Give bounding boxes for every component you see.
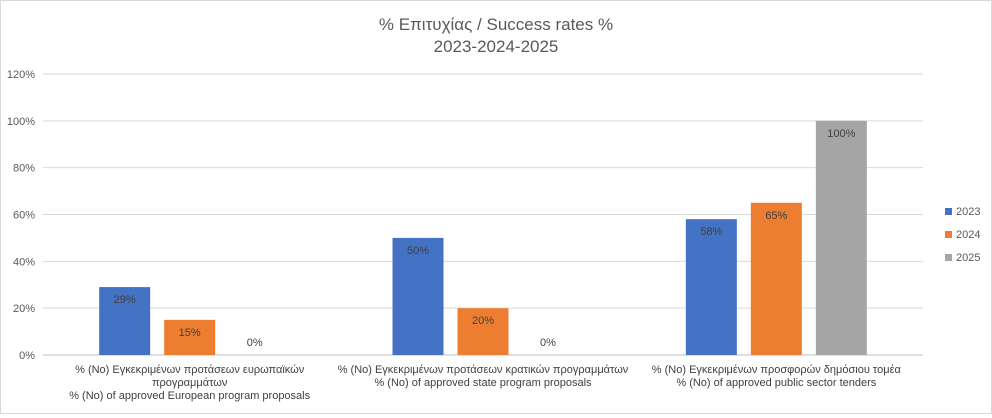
y-tick-label: 40% bbox=[13, 256, 35, 268]
y-tick-label: 120% bbox=[7, 69, 35, 81]
data-label: 65% bbox=[765, 210, 787, 222]
data-label: 0% bbox=[247, 337, 263, 349]
bar bbox=[457, 308, 509, 355]
data-label: 29% bbox=[114, 294, 136, 306]
chart-title-line: % Επιτυχίας / Success rates % bbox=[379, 15, 613, 34]
x-category-label: προγραμμάτων bbox=[152, 377, 228, 389]
bar bbox=[815, 120, 867, 355]
data-label: 0% bbox=[540, 337, 556, 349]
data-label: 50% bbox=[407, 245, 429, 257]
y-tick-label: 100% bbox=[7, 116, 35, 128]
legend-swatch bbox=[945, 254, 952, 261]
legend-label: 2025 bbox=[956, 252, 980, 264]
x-category-label: % (No) Εγκεκριμένων προσφορών δημόσιου τ… bbox=[652, 364, 902, 376]
data-label: 58% bbox=[700, 226, 722, 238]
legend-swatch bbox=[945, 231, 952, 238]
data-label: 100% bbox=[827, 128, 855, 140]
bar bbox=[750, 202, 802, 355]
bar bbox=[164, 319, 216, 355]
x-category-label: % (No) of approved public sector tenders bbox=[676, 377, 876, 389]
y-tick-label: 60% bbox=[13, 210, 35, 222]
chart-title-line: 2023-2024-2025 bbox=[434, 37, 559, 56]
x-category-label: % (No) Εγκεκριμένων προτάσεων ευρωπαϊκών bbox=[75, 364, 305, 376]
x-category-label: % (No) of approved state program proposa… bbox=[374, 377, 592, 389]
bar bbox=[392, 237, 444, 355]
data-label: 15% bbox=[179, 327, 201, 339]
bar bbox=[99, 287, 151, 355]
legend-label: 2023 bbox=[956, 206, 980, 218]
data-label: 20% bbox=[472, 315, 494, 327]
y-tick-label: 0% bbox=[19, 350, 35, 362]
legend-label: 2024 bbox=[956, 229, 980, 241]
x-category-label: % (No) Εγκεκριμένων προτάσεων κρατικών π… bbox=[338, 364, 629, 376]
x-category-label: % (No) of approved European program prop… bbox=[69, 390, 310, 402]
y-tick-label: 80% bbox=[13, 163, 35, 175]
y-tick-label: 20% bbox=[13, 303, 35, 315]
bar bbox=[685, 219, 737, 355]
legend-swatch bbox=[945, 208, 952, 215]
